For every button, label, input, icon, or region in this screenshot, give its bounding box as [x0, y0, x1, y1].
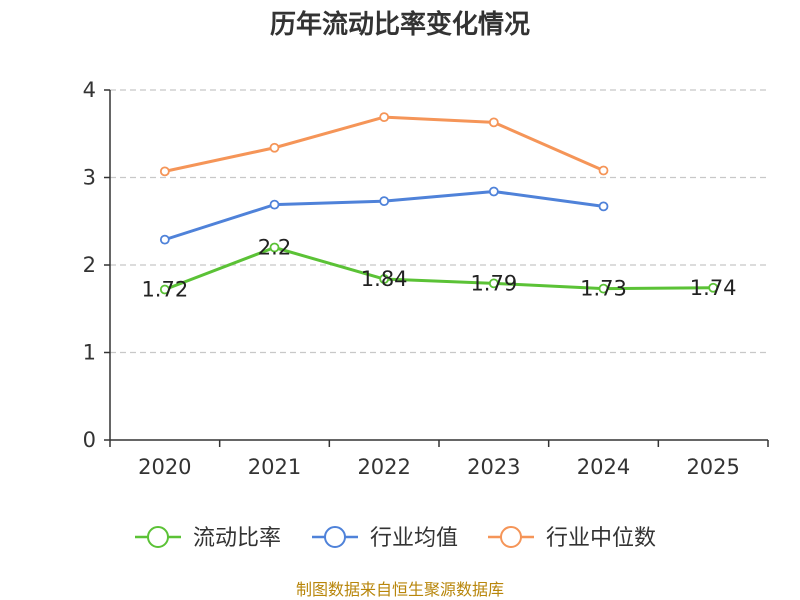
x-tick-label: 2022 — [357, 455, 410, 479]
series-layer — [159, 112, 719, 295]
grid-lines — [110, 89, 768, 354]
y-tick-label: 0 — [83, 428, 96, 452]
axes: 0 1 2 3 4 2020 2021 2022 2023 2024 2025 — [83, 78, 769, 479]
data-label: 1.79 — [470, 271, 517, 295]
data-point — [488, 278, 499, 289]
y-tick-label: 2 — [83, 253, 96, 277]
legend-marker — [500, 526, 522, 548]
series-line — [164, 115, 605, 173]
data-point — [708, 282, 719, 293]
data-point — [488, 186, 499, 197]
data-point — [379, 274, 390, 284]
data-point — [269, 242, 280, 253]
data-point — [598, 201, 609, 212]
data-label: 1.73 — [580, 277, 627, 301]
data-point — [159, 284, 170, 295]
x-tick-label: 2025 — [686, 455, 739, 479]
series-1 — [159, 186, 609, 245]
series-line — [164, 246, 714, 291]
data-point — [269, 142, 280, 153]
data-point — [159, 166, 170, 177]
x-tick-label: 2021 — [248, 455, 301, 479]
data-point — [379, 196, 390, 207]
x-tick-label: 2024 — [577, 455, 630, 479]
y-tick-label: 3 — [83, 166, 96, 190]
legend-label: 行业均值 — [370, 526, 458, 551]
data-point — [159, 234, 170, 245]
data-point — [598, 165, 609, 176]
chart-title: 历年流动比率变化情况 — [270, 9, 530, 40]
data-point — [379, 112, 390, 123]
legend-item: 流动比率 — [135, 526, 281, 551]
data-label: 1.74 — [690, 276, 737, 300]
x-tick-label: 2020 — [138, 455, 191, 479]
y-tick-label: 1 — [83, 341, 96, 365]
series-2 — [159, 112, 609, 177]
legend-marker — [324, 526, 346, 548]
data-label: 1.72 — [141, 278, 188, 302]
legend-item: 行业中位数 — [488, 526, 656, 551]
legend-label: 流动比率 — [193, 526, 281, 551]
x-tick-label: 2023 — [467, 455, 520, 479]
data-label: 1.84 — [361, 267, 408, 291]
y-tick-label: 4 — [83, 78, 96, 102]
series-0 — [159, 242, 719, 295]
legend-marker — [147, 526, 169, 548]
legend-item: 行业均值 — [312, 526, 458, 551]
data-labels: 1.72 2.2 1.84 1.79 1.73 1.74 — [141, 236, 736, 302]
legend-label: 行业中位数 — [546, 526, 656, 551]
data-label: 2.2 — [258, 236, 291, 260]
source-note: 制图数据来自恒生聚源数据库 — [296, 580, 504, 599]
data-point — [598, 283, 609, 294]
legend: 流动比率 行业均值 行业中位数 — [135, 526, 656, 551]
data-point — [269, 199, 280, 210]
data-point — [488, 117, 499, 128]
